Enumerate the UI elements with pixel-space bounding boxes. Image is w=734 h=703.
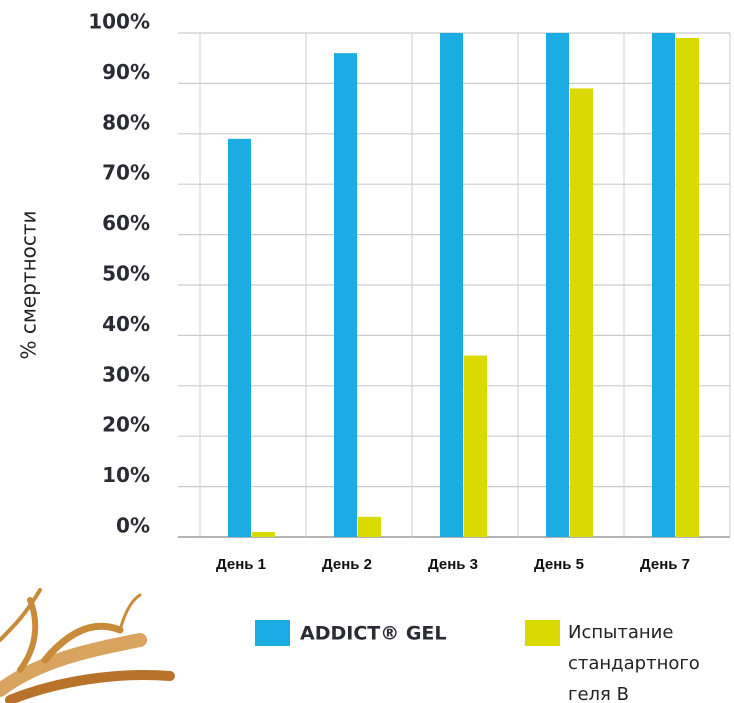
x-tick-label: День 2 [322,556,372,573]
y-tick-label: 10% [102,463,150,487]
insect-decoration [0,588,175,703]
y-tick-label: 50% [102,262,150,286]
y-tick-label: 20% [102,413,150,437]
y-tick-label: 60% [102,211,150,235]
bar [334,53,357,537]
bar [440,33,463,537]
bar [676,38,699,537]
y-tick-label: 30% [102,362,150,386]
y-tick-label: 80% [102,110,150,134]
y-axis-label: % смертности [17,210,41,359]
x-tick-label: День 5 [534,556,584,573]
y-tick-label: 40% [102,312,150,336]
x-tick-label: День 7 [640,556,690,573]
legend-swatch [255,620,290,646]
x-tick-label: День 3 [428,556,478,573]
bar [464,355,487,537]
y-tick-label: 90% [102,60,150,84]
y-tick-label: 0% [116,514,150,538]
legend-label: ADDICT® GEL [300,623,447,645]
bar [652,33,675,537]
bar [570,88,593,537]
legend-label: Испытание стандартного геля В [568,622,700,703]
bar [546,33,569,537]
y-tick-label: 70% [102,161,150,185]
legend-swatch [525,620,560,646]
bar [358,516,381,537]
x-tick-label: День 1 [216,556,266,573]
y-tick-label: 100% [88,10,150,34]
bar [228,138,251,537]
bar [252,531,275,537]
